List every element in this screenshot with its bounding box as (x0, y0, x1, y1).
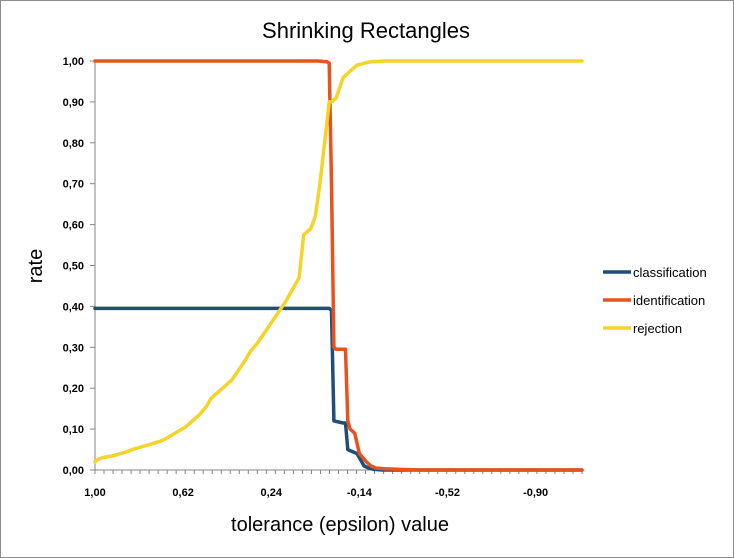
x-tick-label: 0,62 (172, 487, 193, 499)
x-tick-label: -0,90 (523, 487, 548, 499)
series-lines (93, 59, 584, 472)
y-axis-label: rate (25, 249, 47, 283)
legend-label-identification: identification (633, 293, 705, 308)
y-tick-label: 0,30 (63, 342, 84, 354)
y-tick-label: 0,40 (63, 301, 84, 313)
series-line-classification (93, 306, 584, 472)
x-tick-label: 0,24 (261, 487, 283, 499)
y-tick-label: 0,20 (63, 383, 84, 395)
y-tick-label: 0,70 (63, 179, 84, 191)
y-tick-label: 0,60 (63, 220, 84, 232)
x-tick-label: -0,52 (435, 487, 460, 499)
y-tick-label: 0,50 (63, 261, 84, 273)
y-tick-label: 0,00 (63, 465, 84, 477)
y-tick-label: 0,80 (63, 138, 84, 150)
x-axis-label: tolerance (epsilon) value (231, 514, 449, 536)
chart-title: Shrinking Rectangles (262, 18, 470, 43)
y-tick-label: 0,10 (63, 424, 84, 436)
legend-label-classification: classification (633, 265, 707, 280)
series-line-identification (93, 59, 584, 472)
axes: 0,00 0,10 0,20 0,30 0,40 0,50 0,60 0,70 0,80 0,90… (63, 56, 583, 499)
y-tick-label: 0,90 (63, 97, 84, 109)
x-tick-label: 1,00 (84, 487, 105, 499)
legend: classification identification rejection (603, 265, 707, 336)
legend-label-rejection: rejection (633, 321, 682, 336)
series-line-rejection (93, 59, 584, 464)
y-tick-label: 1,00 (63, 56, 84, 68)
x-tick-label: -0,14 (347, 487, 373, 499)
